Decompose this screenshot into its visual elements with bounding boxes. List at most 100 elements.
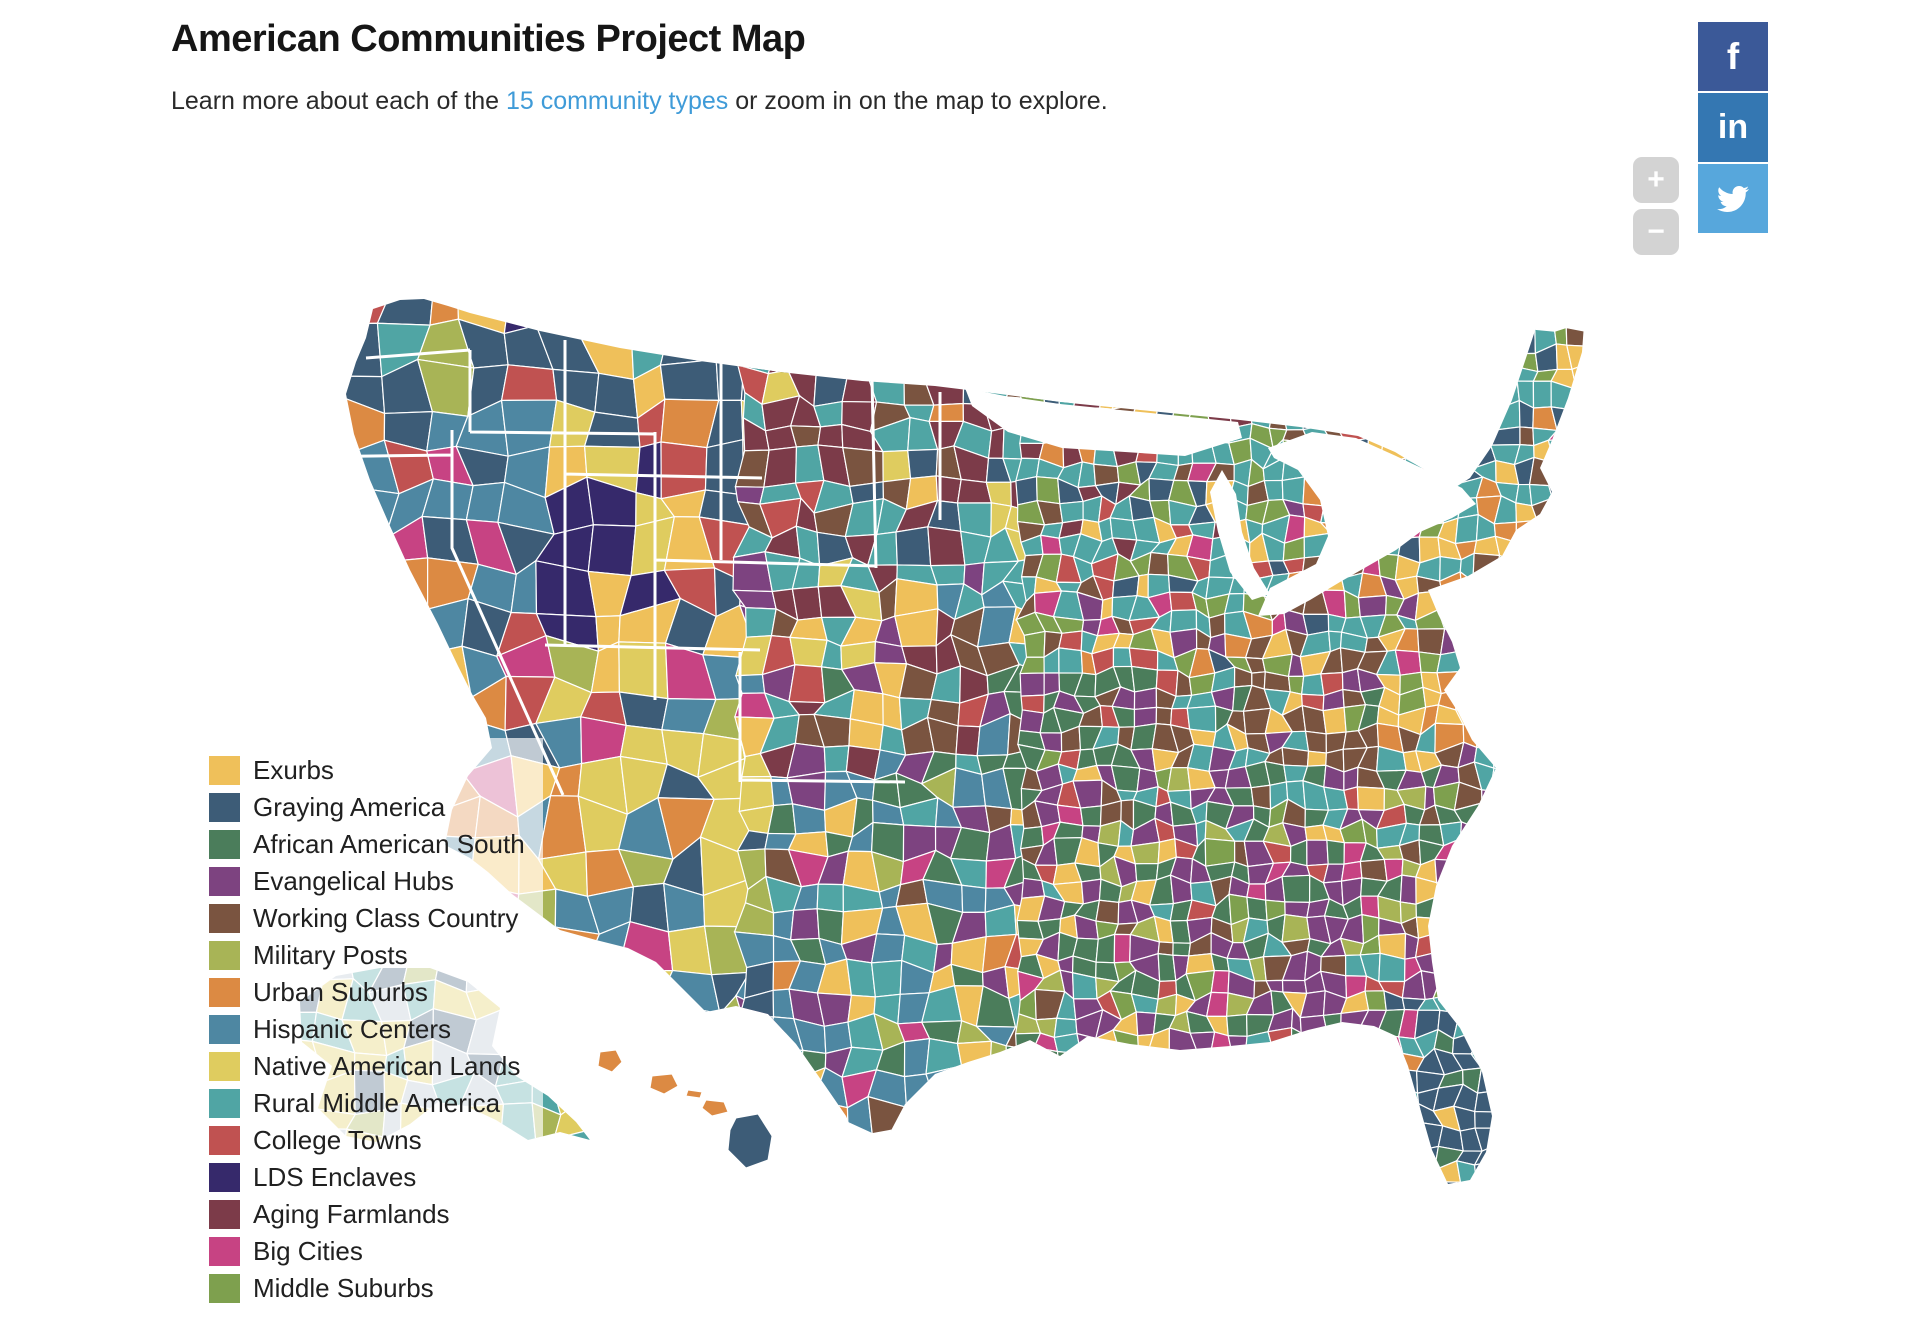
county[interactable] [1267,1125,1292,1152]
county[interactable] [1609,421,1634,442]
county[interactable] [1170,1104,1195,1134]
county[interactable] [1325,381,1351,412]
county[interactable] [1018,1179,1043,1207]
county[interactable] [983,282,1011,321]
county[interactable] [1510,724,1536,749]
county[interactable] [1095,899,1120,925]
county[interactable] [823,745,850,773]
county[interactable] [1569,438,1595,464]
county[interactable] [1571,457,1596,482]
county[interactable] [1280,382,1304,410]
county[interactable] [1440,950,1463,983]
county[interactable] [1130,1201,1159,1229]
county[interactable] [1492,703,1522,727]
county[interactable] [1511,897,1536,922]
county[interactable] [1186,325,1216,346]
county[interactable] [791,586,823,621]
county[interactable] [1309,1186,1330,1202]
county[interactable] [1550,933,1578,960]
county[interactable] [1133,687,1158,711]
county[interactable] [314,577,347,613]
county[interactable] [1594,994,1614,1019]
county[interactable] [587,956,614,998]
county[interactable] [1147,1091,1180,1114]
county[interactable] [1513,817,1539,847]
county[interactable] [1417,418,1442,448]
county[interactable] [1490,611,1515,635]
county[interactable] [1415,363,1436,394]
county[interactable] [1114,346,1137,373]
county[interactable] [1489,1085,1521,1113]
county[interactable] [1170,1090,1194,1112]
county[interactable] [270,335,307,375]
county[interactable] [1606,536,1626,554]
county[interactable] [1551,1007,1568,1040]
county[interactable] [1185,1052,1217,1075]
county[interactable] [798,1066,827,1109]
hawaii-molokai[interactable] [685,1089,703,1099]
county[interactable] [767,342,803,375]
county[interactable] [1550,685,1573,715]
county[interactable] [1075,1183,1100,1207]
county[interactable] [622,1000,661,1059]
county[interactable] [1148,1121,1179,1151]
county[interactable] [1436,932,1464,960]
county[interactable] [1470,326,1493,357]
county[interactable] [1478,344,1497,375]
county[interactable] [1003,1104,1037,1130]
county[interactable] [1057,365,1080,394]
county[interactable] [1454,860,1479,887]
county[interactable] [1513,1146,1537,1166]
county[interactable] [1299,1065,1325,1093]
county[interactable] [1072,326,1100,353]
county[interactable] [1320,1121,1343,1153]
county[interactable] [1041,1145,1062,1171]
county[interactable] [617,969,674,1019]
county[interactable] [1356,786,1386,811]
county[interactable] [1588,595,1609,617]
county[interactable] [1320,1049,1350,1072]
county[interactable] [1571,560,1593,577]
county[interactable] [1474,1110,1498,1129]
county[interactable] [1459,821,1481,849]
county[interactable] [1495,554,1522,583]
county[interactable] [1509,653,1538,679]
county[interactable] [583,1161,615,1204]
county[interactable] [847,313,881,341]
county[interactable] [1529,685,1559,710]
county[interactable] [1075,1110,1098,1132]
county[interactable] [1588,364,1616,387]
county[interactable] [1492,572,1522,601]
county[interactable] [1206,1084,1229,1115]
county[interactable] [1571,540,1593,565]
county[interactable] [1021,1127,1043,1147]
county[interactable] [1384,1106,1405,1131]
county[interactable] [1508,1008,1537,1039]
county[interactable] [1212,1178,1228,1202]
county[interactable] [1039,534,1063,556]
county[interactable] [390,557,429,611]
county[interactable] [1492,991,1514,1017]
county[interactable] [761,1064,801,1109]
county[interactable] [1461,932,1481,960]
county[interactable] [796,284,818,321]
county[interactable] [876,294,903,320]
county[interactable] [617,1011,656,1052]
county[interactable] [1209,1051,1233,1078]
county[interactable] [1224,1145,1251,1172]
county[interactable] [1281,979,1308,995]
county[interactable] [1439,821,1463,847]
county[interactable] [1268,404,1288,431]
county[interactable] [256,640,317,694]
county[interactable] [535,282,600,339]
county[interactable] [950,335,990,379]
county[interactable] [987,427,1005,459]
county[interactable] [1033,1124,1064,1147]
county[interactable] [1167,1160,1197,1189]
county[interactable] [1074,1148,1101,1169]
county[interactable] [1497,817,1521,845]
county[interactable] [1337,366,1366,394]
county[interactable] [1112,1064,1142,1094]
county[interactable] [1076,362,1103,390]
county[interactable] [1453,596,1482,623]
